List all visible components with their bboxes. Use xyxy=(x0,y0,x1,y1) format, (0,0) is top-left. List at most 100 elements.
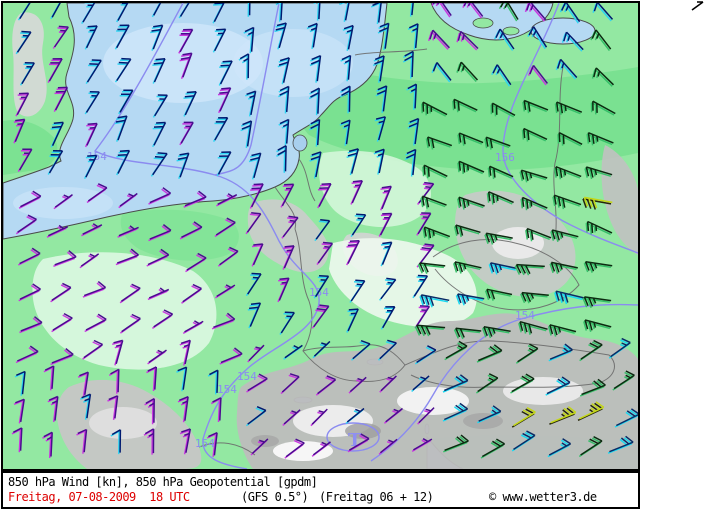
wind-barb xyxy=(456,293,485,305)
wind-barb xyxy=(310,118,321,146)
wind-barb xyxy=(408,23,419,48)
wind-barb xyxy=(182,283,202,303)
wind-barb xyxy=(352,339,371,360)
wind-barb xyxy=(418,407,435,424)
wind-barb-shadow xyxy=(409,3,413,17)
wind-barb xyxy=(247,406,267,425)
wind-barb xyxy=(477,373,499,393)
wind-barb xyxy=(422,101,448,116)
wind-barb-shadow xyxy=(277,58,289,85)
wind-barb xyxy=(556,58,578,79)
wind-barb xyxy=(444,374,469,392)
wind-barb xyxy=(580,436,603,456)
corner-barb-fragment xyxy=(691,1,704,11)
wind-barb xyxy=(21,62,35,85)
wind-barb xyxy=(375,116,387,141)
legend-box: 850 hPa Wind [kn], 850 hPa Geopotential … xyxy=(1,471,640,509)
wind-barb-shadow xyxy=(455,294,484,306)
wind-barb-shadow xyxy=(274,23,286,50)
wind-barb xyxy=(43,431,53,457)
wind-barb xyxy=(515,263,545,275)
terrain-shading xyxy=(12,12,638,469)
wind-barb xyxy=(432,3,452,17)
wind-barb xyxy=(179,3,190,17)
wind-barb xyxy=(584,319,612,331)
wind-barb-shadow xyxy=(43,366,54,391)
wind-barb xyxy=(521,291,549,303)
wind-barb xyxy=(583,296,612,307)
wind-barb xyxy=(313,340,331,357)
wind-barb xyxy=(246,212,262,233)
wind-barb xyxy=(486,288,513,300)
wind-barb xyxy=(553,194,582,208)
wind-barb xyxy=(54,250,77,266)
wind-barb xyxy=(217,193,238,205)
wind-barb xyxy=(144,428,155,454)
wind-barb xyxy=(519,320,548,334)
wind-barb-shadow xyxy=(456,63,477,83)
wind-barb xyxy=(406,148,417,176)
wind-barb-shadow xyxy=(370,3,381,25)
wind-barb-shadow xyxy=(427,31,449,50)
wind-barb xyxy=(429,29,450,49)
wind-barb xyxy=(521,196,548,209)
wind-barb-shadow xyxy=(13,400,24,424)
wind-barb xyxy=(417,212,432,235)
danish-island xyxy=(502,26,520,36)
wind-barb-shadow xyxy=(487,167,513,180)
wind-barb xyxy=(349,376,367,393)
wind-barb xyxy=(79,371,89,395)
wind-barb-shadow xyxy=(561,33,583,52)
wind-barb-shadow xyxy=(586,133,613,146)
wind-barb-shadow xyxy=(425,137,451,150)
wind-barb xyxy=(251,438,269,455)
wind-barb-shadow xyxy=(313,3,320,21)
wind-barb xyxy=(443,402,469,421)
wind-barb xyxy=(280,311,295,334)
wind-barb xyxy=(489,262,518,274)
wind-barb xyxy=(151,24,164,50)
wind-barb xyxy=(239,53,250,79)
wind-barb xyxy=(478,405,502,422)
wind-barb-shadow xyxy=(422,166,447,179)
wind-barb xyxy=(116,57,132,82)
wind-barb xyxy=(374,55,385,82)
wind-barb xyxy=(583,196,613,209)
wind-barb xyxy=(77,428,88,453)
wind-barb xyxy=(610,337,631,358)
wind-barb-shadow xyxy=(557,133,582,147)
wind-barb xyxy=(209,369,219,393)
wind-barb xyxy=(549,324,577,336)
wind-barb xyxy=(19,247,41,265)
wind-barb xyxy=(278,277,290,301)
wind-barb xyxy=(340,3,350,21)
contour-154-north xyxy=(214,3,280,176)
wind-barb xyxy=(87,183,108,202)
wind-barb-shadow xyxy=(552,195,580,210)
wind-barb xyxy=(111,429,122,453)
wind-barb xyxy=(593,3,614,20)
wind-barb xyxy=(415,305,431,328)
wind-barb-shadow xyxy=(14,372,25,396)
wind-barb xyxy=(416,324,446,335)
wind-barb xyxy=(529,64,548,84)
wind-barb-shadow xyxy=(582,198,612,210)
wind-barb xyxy=(407,83,418,109)
wind-barb xyxy=(281,183,295,207)
wind-barb xyxy=(85,90,100,113)
legend-datetime: Freitag, 07-08-2009 18 UTC xyxy=(8,490,190,504)
wind-barb-shadow xyxy=(584,167,612,180)
wind-barb xyxy=(376,85,388,112)
wind-barb xyxy=(457,30,479,50)
wind-barb xyxy=(491,102,516,116)
wind-barb xyxy=(311,408,328,425)
wind-barb xyxy=(381,185,392,210)
wind-barb xyxy=(550,406,577,424)
wind-barb xyxy=(180,52,193,78)
wind-barb xyxy=(148,349,167,364)
wind-barb-shadow xyxy=(452,262,481,274)
wind-barb-shadow xyxy=(417,263,444,275)
wind-barb xyxy=(16,92,30,116)
wind-barb xyxy=(51,121,64,147)
wind-barb xyxy=(412,375,430,391)
